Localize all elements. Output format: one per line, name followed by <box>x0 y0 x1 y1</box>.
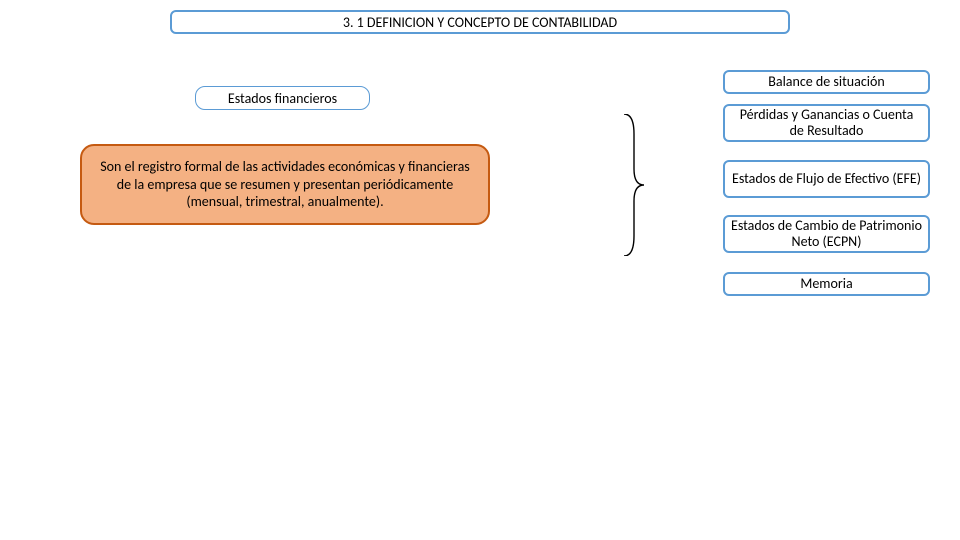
definition-box: Son el registro formal de las actividade… <box>80 144 490 225</box>
list-item-efe: Estados de Flujo de Efectivo (EFE) <box>723 160 930 198</box>
subtitle-box: Estados financieros <box>195 86 370 110</box>
list-item-balance: Balance de situación <box>723 70 930 94</box>
brace-path <box>624 114 644 256</box>
list-item-ecpn: Estados de Cambio de Patrimonio Neto (EC… <box>723 215 930 253</box>
list-item-memoria: Memoria <box>723 272 930 296</box>
list-item-perdidas: Pérdidas y Ganancias o Cuenta de Resulta… <box>723 104 930 142</box>
brace-connector <box>620 114 648 256</box>
section-title: 3. 1 DEFINICION Y CONCEPTO DE CONTABILID… <box>170 10 790 34</box>
